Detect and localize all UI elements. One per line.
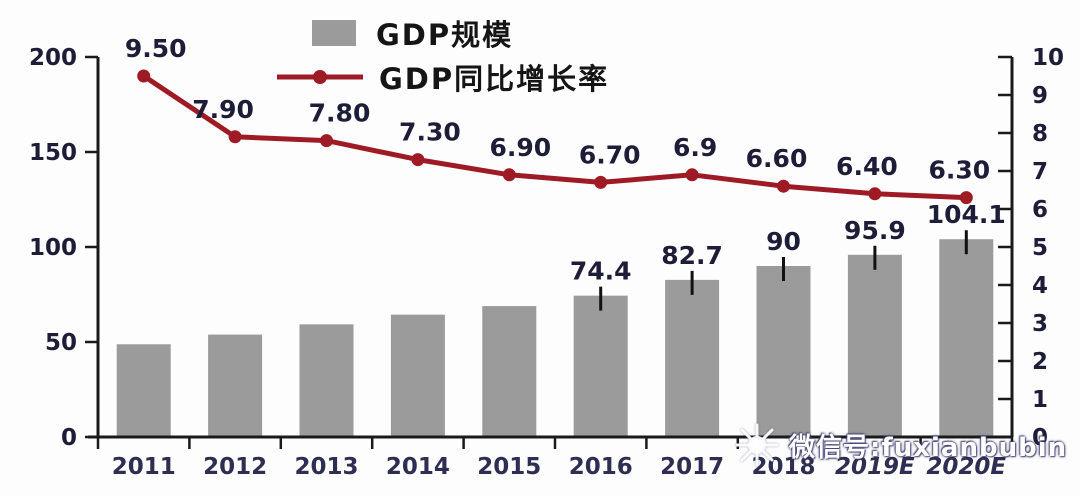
y-axis-left-label: 150 <box>29 140 77 166</box>
legend-item-gdp-scale: GDP规模 <box>277 14 609 52</box>
line-label: 7.30 <box>399 118 461 147</box>
y-axis-right-label: 0 <box>1032 425 1048 451</box>
bar-2012 <box>208 334 263 437</box>
x-axis-label: 2019E <box>835 454 915 480</box>
y-axis-left-label: 200 <box>29 45 77 71</box>
bar-label: 74.4 <box>570 257 632 286</box>
bar-2017 <box>665 279 720 437</box>
y-axis-right-label: 9 <box>1032 83 1048 109</box>
line-point-2017 <box>685 168 699 182</box>
legend: GDP规模 GDP同比增长率 <box>277 14 609 96</box>
y-axis-right-label: 8 <box>1032 121 1048 147</box>
y-axis-right-label: 4 <box>1032 273 1048 299</box>
line-swatch-icon <box>277 70 363 84</box>
x-axis-label: 2020E <box>926 454 1006 480</box>
bar-2019E <box>847 254 902 437</box>
bar-2018 <box>756 266 811 437</box>
line-series <box>141 73 969 201</box>
line-label: 6.9 <box>673 133 717 162</box>
bar-2020E <box>939 239 994 437</box>
legend-item-gdp-growth: GDP同比增长率 <box>277 58 609 96</box>
line-point-2016 <box>594 175 608 189</box>
line-label: 7.90 <box>192 95 254 124</box>
line-label: 7.80 <box>309 99 371 128</box>
bar-2014 <box>390 314 445 437</box>
y-axis-left-label: 0 <box>61 425 77 451</box>
line-label: 9.50 <box>125 34 187 63</box>
bar-2015 <box>482 306 537 437</box>
line-point-2012 <box>228 130 242 144</box>
bar-label: 104.1 <box>927 200 1006 229</box>
bar-2013 <box>299 324 354 437</box>
x-axis-label: 2017 <box>660 454 724 480</box>
x-axis-label: 2012 <box>203 454 267 480</box>
y-axis-right-label: 10 <box>1032 45 1064 71</box>
line-point-2015 <box>502 168 516 182</box>
y-axis-right-label: 5 <box>1032 235 1048 261</box>
line-point-2020E <box>959 191 973 205</box>
bar-label: 82.7 <box>661 241 723 270</box>
watermark-text: 微信号:fuxianbubin <box>789 432 1068 463</box>
bar-2011 <box>116 344 171 437</box>
y-axis-left-label: 100 <box>29 235 77 261</box>
line-point-2014 <box>411 153 425 167</box>
x-axis-label: 2018 <box>751 454 815 480</box>
snowflake-logo-icon <box>735 423 779 467</box>
line-label: 6.30 <box>928 156 990 185</box>
line-point-2019E <box>868 187 882 201</box>
legend-label-gdp-growth: GDP同比增长率 <box>379 62 610 96</box>
line-label: 6.70 <box>579 140 641 169</box>
x-axis-label: 2011 <box>112 454 176 480</box>
x-axis-label: 2014 <box>386 454 450 480</box>
line-label: 6.90 <box>489 133 551 162</box>
bar-2016 <box>573 295 628 437</box>
x-axis-label: 2015 <box>477 454 541 480</box>
x-axis-label: 2016 <box>569 454 633 480</box>
line-label: 6.40 <box>836 152 898 181</box>
watermark: 微信号:fuxianbubin <box>733 421 1067 469</box>
bar-swatch-icon <box>312 20 356 46</box>
y-axis-right-label: 6 <box>1032 197 1048 223</box>
x-axis-label: 2013 <box>294 454 358 480</box>
line-point-2018 <box>777 179 790 193</box>
line-point-2013 <box>320 134 333 148</box>
line-label: 6.60 <box>746 144 808 173</box>
y-axis-right-label: 3 <box>1032 311 1048 337</box>
legend-label-gdp-scale: GDP规模 <box>376 18 514 52</box>
y-axis-right-label: 1 <box>1032 387 1048 413</box>
line-point-2011 <box>137 69 151 83</box>
bar-label: 90 <box>766 227 801 256</box>
y-axis-right-label: 2 <box>1032 349 1048 375</box>
y-axis-left-label: 50 <box>45 330 77 356</box>
bar-label: 95.9 <box>844 216 906 245</box>
y-axis-right-label: 7 <box>1032 159 1048 185</box>
